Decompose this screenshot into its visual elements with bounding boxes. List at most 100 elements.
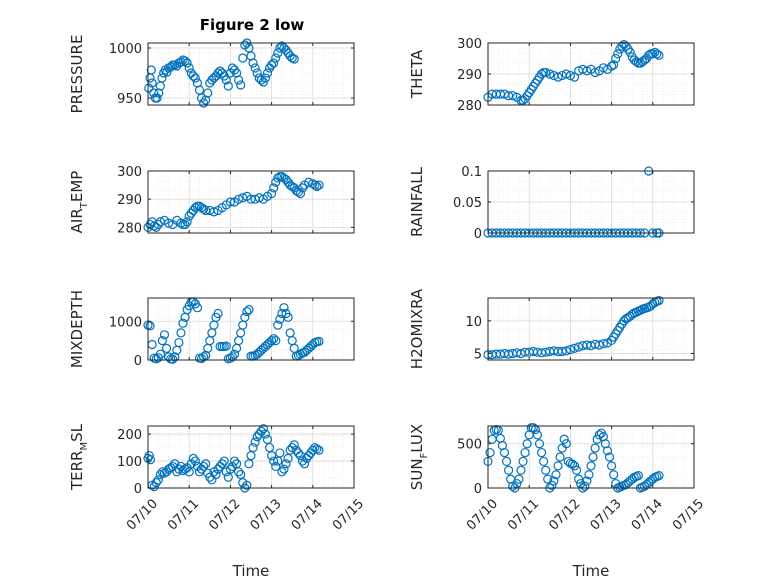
data-point — [648, 49, 658, 59]
data-point — [154, 88, 164, 98]
data-point — [279, 464, 289, 474]
data-series-pressure — [144, 38, 299, 108]
y-axis-label: SUNFLUX — [408, 424, 430, 490]
data-point — [590, 443, 600, 453]
x-axis-ticks — [147, 43, 355, 105]
data-point — [180, 56, 190, 66]
y-axis-ticks: 0 1000 — [109, 315, 354, 369]
data-point — [652, 49, 662, 59]
data-point — [221, 341, 231, 351]
data-point — [188, 453, 198, 463]
data-point — [192, 303, 203, 313]
data-point — [283, 312, 293, 322]
data-point — [273, 320, 283, 330]
data-point — [604, 452, 615, 462]
data-point — [238, 53, 248, 63]
data-point — [534, 439, 545, 449]
data-point — [501, 456, 512, 467]
data-point — [221, 75, 231, 85]
data-point — [275, 314, 285, 324]
data-point — [295, 188, 306, 199]
data-point — [541, 67, 551, 78]
data-point — [252, 68, 262, 78]
data-point — [543, 474, 553, 484]
x-axis-ticks — [487, 298, 695, 360]
data-point — [588, 452, 598, 462]
y-axis-label-subscript: M — [79, 442, 90, 451]
data-series-mixdepth — [143, 297, 324, 364]
data-point — [561, 439, 571, 449]
data-point — [267, 60, 277, 70]
subplot-mixdepth: 0 1000 MIXDEPTH — [68, 290, 355, 369]
data-point — [190, 456, 200, 466]
data-point — [569, 461, 580, 471]
y-tick-label: 0 — [474, 482, 482, 497]
data-point — [520, 447, 530, 458]
data-point — [182, 58, 192, 68]
y-tick-label: 500 — [457, 438, 482, 453]
x-tick-label: 07/14 — [289, 496, 326, 533]
data-point — [157, 467, 168, 477]
data-point — [234, 467, 244, 477]
data-point — [514, 474, 524, 484]
data-point — [541, 465, 551, 475]
y-tick-label: 0 — [474, 227, 482, 242]
data-point — [561, 69, 571, 79]
x-tick-label: 07/13 — [248, 496, 285, 533]
data-point — [547, 480, 557, 490]
data-point — [182, 217, 192, 227]
data-point — [269, 334, 279, 344]
x-tick-label: 07/15 — [670, 496, 707, 533]
y-tick-label: 290 — [457, 68, 482, 83]
data-point — [569, 72, 580, 82]
y-axis-label-main: SUN — [408, 458, 426, 490]
data-point — [559, 434, 569, 444]
x-axis-ticks — [487, 171, 695, 233]
y-tick-label: 1000 — [109, 315, 142, 330]
data-point — [602, 446, 613, 456]
data-point — [188, 71, 198, 81]
data-point — [273, 48, 283, 58]
subplot-h2omixra: 5 10 H2OMIXRA — [408, 288, 695, 369]
y-axis-label: RAINFALL — [408, 166, 426, 237]
data-point — [567, 459, 578, 469]
y-axis-label-subscript: F — [419, 452, 430, 458]
x-axis-label: Time — [232, 562, 270, 580]
y-tick-label: 290 — [117, 193, 142, 208]
data-point — [613, 49, 623, 59]
data-series-h2omixra — [483, 296, 664, 360]
data-point — [654, 471, 664, 481]
y-tick-label: 0 — [134, 354, 142, 369]
data-point — [227, 352, 238, 362]
subplot-pressure: 950 1000 PRESSURE — [68, 35, 355, 113]
y-axis-ticks: 280 290 300 — [457, 37, 694, 114]
data-point — [180, 219, 190, 230]
data-point — [508, 91, 518, 101]
data-point — [155, 469, 165, 480]
data-point — [145, 455, 156, 465]
data-point — [260, 429, 271, 439]
data-point — [569, 343, 580, 353]
x-axis-ticks — [147, 298, 355, 360]
data-point — [609, 470, 619, 480]
data-point — [174, 337, 184, 348]
y-axis-ticks: 0 500 — [457, 438, 694, 497]
data-point — [594, 430, 604, 440]
data-point — [178, 318, 188, 328]
x-tick-label: 07/13 — [588, 496, 625, 533]
data-point — [551, 470, 561, 480]
x-tick-label: 07/10 — [464, 496, 501, 533]
data-point — [260, 73, 271, 83]
x-tick-label: 07/12 — [546, 496, 583, 533]
y-axis-label-tail: LUX — [408, 424, 426, 453]
data-point — [144, 83, 154, 93]
data-point — [518, 456, 528, 467]
subplot-theta: 280 290 300 THETA — [408, 37, 695, 114]
data-point — [199, 352, 209, 362]
axes-box — [147, 170, 355, 234]
y-tick-label: 100 — [117, 455, 142, 470]
data-point — [504, 465, 514, 475]
subplot-terr_msl: 0 100 200 07/10 07/11 07/12 07/13 07/14 07/15 Tim… — [68, 423, 367, 580]
data-point — [557, 346, 567, 357]
